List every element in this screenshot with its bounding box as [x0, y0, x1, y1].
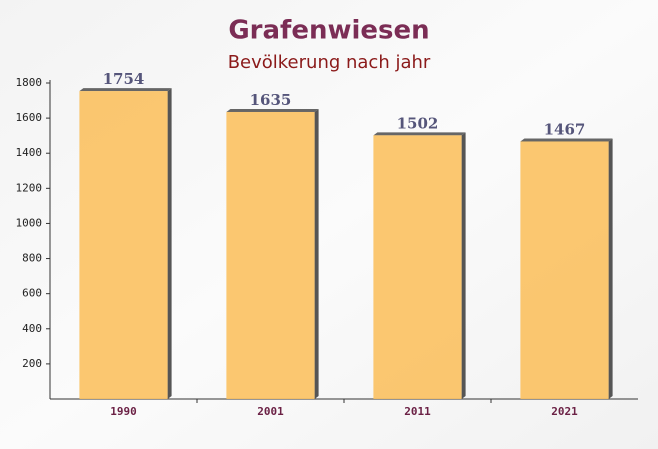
value-label: 1502 — [397, 114, 439, 132]
x-tick-label: 2001 — [257, 405, 284, 418]
x-tick-label: 1990 — [110, 405, 137, 418]
value-label: 1635 — [250, 91, 292, 109]
y-tick-label: 1600 — [16, 111, 43, 124]
bar-shadow — [608, 138, 613, 399]
y-tick-label: 400 — [22, 322, 42, 335]
value-label: 1467 — [544, 120, 586, 138]
bar — [520, 141, 609, 399]
value-label: 1754 — [103, 70, 145, 88]
bar-shadow — [167, 88, 172, 399]
bar-shadow — [226, 108, 319, 112]
bar-shadow — [373, 132, 466, 136]
chart-subtitle: Bevölkerung nach jahr — [228, 52, 431, 73]
y-tick-label: 1400 — [16, 146, 43, 159]
bar — [373, 135, 462, 399]
chart-title: Grafenwiesen — [228, 16, 429, 46]
x-tick-label: 2021 — [551, 405, 578, 418]
y-tick-label: 600 — [22, 287, 42, 300]
y-tick-label: 1200 — [16, 181, 43, 194]
bar — [226, 111, 315, 399]
y-tick-label: 1800 — [16, 76, 43, 89]
y-tick-label: 200 — [22, 357, 42, 370]
bar — [79, 91, 168, 399]
bar-shadow — [79, 88, 172, 92]
y-tick-label: 1000 — [16, 216, 43, 229]
y-tick-label: 800 — [22, 252, 42, 265]
bar-shadow — [314, 108, 319, 399]
bar-shadow — [461, 132, 466, 399]
x-tick-label: 2011 — [404, 405, 431, 418]
bar-shadow — [520, 138, 613, 142]
